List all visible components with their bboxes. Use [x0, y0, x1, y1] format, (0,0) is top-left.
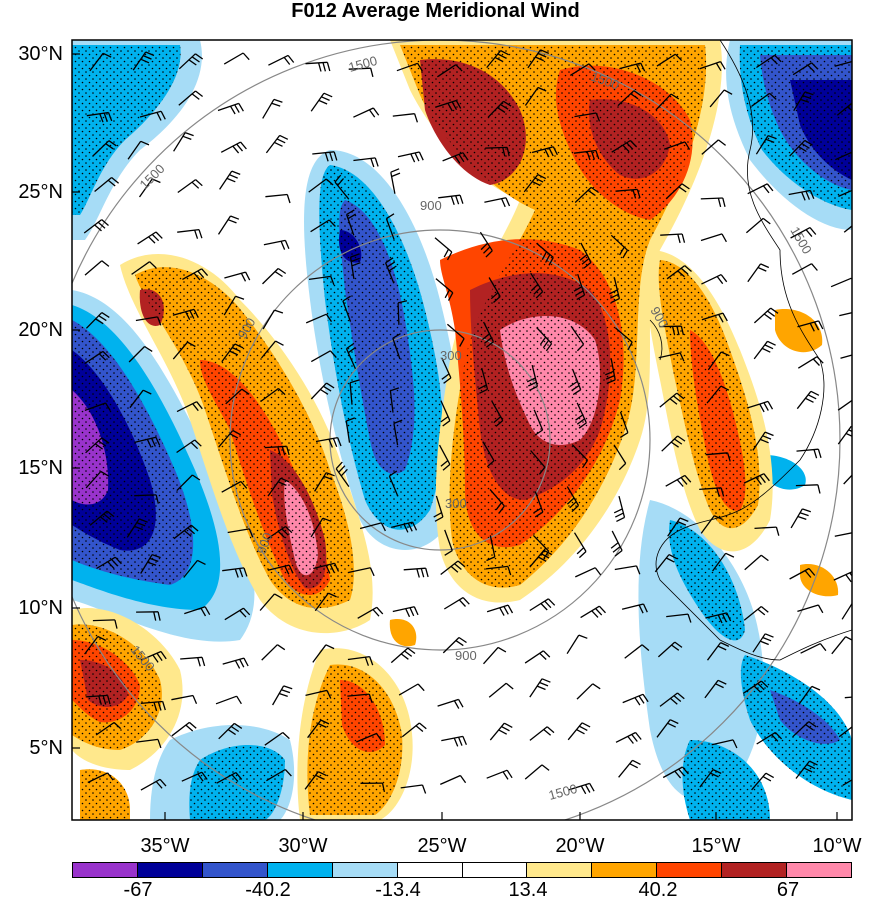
wind-barb: [398, 303, 399, 325]
wind-barb: [796, 485, 818, 486]
lon-label-15w: 15°W: [691, 836, 740, 856]
wind-barb-flag: [862, 774, 868, 781]
lat-label-30n: 30°N: [18, 44, 63, 64]
wind-barb-flag: [857, 312, 861, 320]
colorbar-swatch: [268, 863, 333, 877]
wind-barb-flag: [852, 313, 856, 321]
colorbar-swatch: [333, 863, 398, 877]
wind-barb-flag: [856, 398, 863, 404]
wind-barb: [701, 198, 723, 199]
wind-barb-flag: [867, 696, 870, 705]
colorbar-swatch: [463, 863, 528, 877]
colorbar-label: 13.4: [509, 879, 548, 902]
wind-barb-flag: [854, 601, 862, 604]
colorbar-swatch: [138, 863, 203, 877]
wind-barb-flag: [861, 219, 868, 225]
colorbar-swatch: [722, 863, 787, 877]
wind-barb-flag: [858, 776, 864, 783]
wind-barb-flag: [862, 352, 866, 360]
wind-barb-flag: [862, 696, 865, 705]
colorbar-label: -40.2: [245, 879, 291, 902]
wind-barb-flag: [856, 61, 860, 69]
colorbar-swatch: [787, 863, 851, 877]
wind-barb-flag: [859, 188, 864, 195]
colorbar-label: 40.2: [639, 879, 678, 902]
svg-text:900: 900: [455, 648, 477, 663]
wind-barb: [485, 147, 507, 148]
colorbar: [72, 862, 852, 878]
wind-barb-flag: [857, 724, 864, 730]
lat-label-10n: 10°N: [18, 598, 63, 618]
map-plot-area: [40, 40, 869, 840]
wind-barb-flag: [859, 468, 867, 473]
wind-barb-flag: [855, 151, 860, 158]
lat-label-15n: 15°N: [18, 458, 63, 478]
wind-barb-flag: [855, 189, 860, 196]
lon-label-35w: 35°W: [140, 836, 189, 856]
colorbar-label: -67: [124, 879, 153, 902]
wind-barb-flag: [854, 101, 861, 107]
lon-label-20w: 20°W: [555, 836, 604, 856]
colorbar-swatch: [203, 863, 268, 877]
colorbar-swatch: [657, 863, 722, 877]
lat-label-25n: 25°N: [18, 182, 63, 202]
svg-text:900: 900: [420, 198, 442, 213]
colorbar-swatch: [73, 863, 138, 877]
lat-label-5n: 5°N: [29, 738, 63, 758]
colorbar-swatch: [592, 863, 657, 877]
wind-barb: [134, 495, 156, 496]
wind-barb-flag: [853, 400, 860, 406]
lat-label-20n: 20°N: [18, 320, 63, 340]
colorbar-label: 67: [777, 879, 799, 902]
lon-label-30w: 30°W: [278, 836, 327, 856]
lon-label-25w: 25°W: [417, 836, 466, 856]
wind-barb: [93, 620, 115, 621]
colorbar-swatch: [527, 863, 592, 877]
lon-label-10w: 10°W: [812, 836, 861, 856]
wind-barb-flag: [861, 311, 865, 319]
wind-barb-flag: [854, 571, 859, 578]
svg-text:300: 300: [440, 348, 462, 363]
colorbar-swatch: [398, 863, 463, 877]
svg-text:300: 300: [445, 496, 467, 511]
colorbar-label: -13.4: [375, 879, 421, 902]
wind-barb-flag: [854, 779, 860, 786]
wind-barb-flag: [852, 604, 860, 607]
wind-barb-flag: [856, 532, 860, 540]
